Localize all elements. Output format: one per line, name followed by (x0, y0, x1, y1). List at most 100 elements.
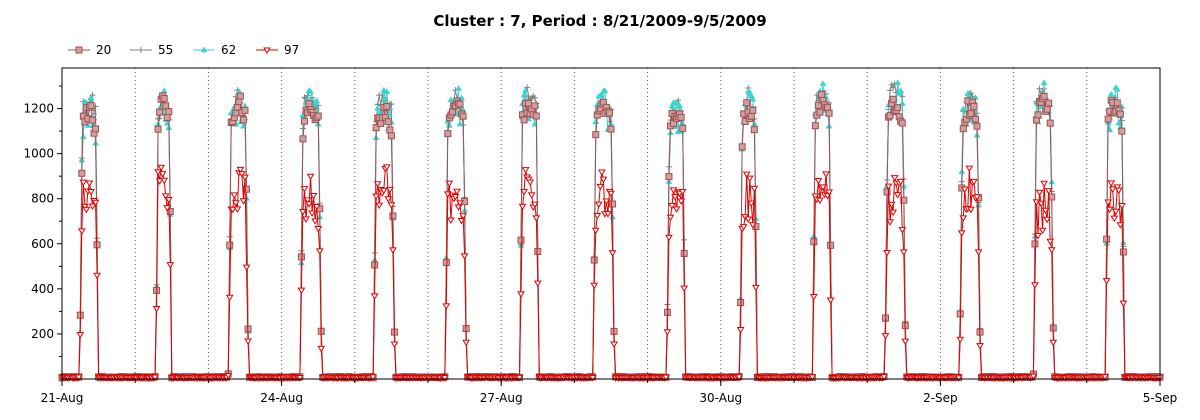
data-point-97 (297, 287, 306, 295)
data-point-97 (453, 188, 461, 196)
data-point-20 (517, 236, 525, 244)
data-point-97 (825, 189, 833, 196)
data-point-97 (662, 374, 670, 382)
data-point-97 (881, 333, 890, 340)
data-point-62 (749, 95, 757, 102)
data-point-20 (1048, 193, 1056, 201)
data-point-97 (976, 343, 984, 350)
data-point-97 (230, 192, 239, 199)
data-point-97 (305, 201, 313, 208)
data-point-97 (518, 203, 527, 211)
data-point-97 (303, 197, 312, 204)
data-point-20 (973, 122, 981, 130)
y-tick-label: 800 (31, 192, 54, 206)
data-point-20 (1043, 105, 1051, 113)
data-point-20 (160, 94, 168, 102)
data-point-97 (1108, 186, 1117, 193)
data-point-20 (970, 102, 978, 110)
data-point-97 (610, 341, 618, 348)
data-point-97 (228, 206, 237, 214)
data-point-20 (299, 135, 307, 143)
data-point-97 (671, 194, 679, 201)
data-point-20 (165, 107, 173, 115)
data-point-97 (814, 177, 823, 185)
data-point-97 (1043, 216, 1052, 224)
data-point-97 (822, 171, 830, 178)
data-point-97 (457, 217, 466, 225)
data-point-97 (608, 250, 617, 257)
legend-marker-97 (263, 47, 271, 54)
x-tick-label: 5-Sep (1143, 391, 1178, 405)
data-point-97 (901, 338, 910, 346)
legend-marker-62 (200, 46, 208, 53)
data-point-20 (386, 126, 394, 134)
data-point-97 (896, 178, 905, 186)
data-point-97 (88, 203, 97, 210)
data-point-20 (747, 112, 755, 120)
data-point-20 (520, 116, 528, 124)
data-point-97 (164, 196, 173, 204)
data-point-97 (308, 210, 316, 217)
data-point-97 (826, 297, 835, 304)
data-point-97 (384, 196, 393, 203)
plot-area (61, 67, 1161, 380)
legend: 20 55 62 97 (68, 43, 299, 57)
data-point-97 (442, 303, 451, 310)
data-point-97 (678, 189, 687, 196)
data-point-20 (305, 100, 313, 108)
data-point-97 (456, 200, 464, 207)
data-point-97 (959, 215, 968, 222)
data-point-62 (819, 80, 827, 87)
data-point-20 (166, 207, 174, 215)
data-point-20 (448, 108, 456, 116)
data-point-97 (1029, 373, 1038, 380)
data-point-62 (673, 99, 681, 105)
data-point-20 (156, 108, 164, 116)
data-point-97 (887, 201, 896, 209)
data-point-97 (970, 178, 978, 186)
data-point-97 (974, 249, 983, 256)
data-point-97 (300, 186, 309, 193)
data-point-97 (79, 179, 88, 187)
data-point-97 (1037, 200, 1045, 208)
data-point-97 (588, 375, 597, 382)
data-point-20 (1104, 115, 1112, 123)
data-point-97 (751, 284, 760, 292)
data-point-97 (440, 375, 449, 382)
data-point-97 (665, 234, 673, 242)
data-point-97 (677, 198, 686, 206)
data-point-20 (1103, 235, 1111, 243)
data-point-20 (665, 173, 673, 181)
data-point-97 (1041, 207, 1050, 215)
data-point-97 (1113, 184, 1122, 191)
data-point-97 (462, 339, 471, 347)
data-point-20 (889, 95, 897, 103)
data-point-97 (597, 169, 606, 176)
data-point-97 (1107, 180, 1116, 187)
data-point-97 (521, 167, 530, 174)
data-point-20 (459, 112, 467, 120)
data-point-55 (899, 93, 906, 100)
data-point-97 (890, 175, 899, 182)
data-point-97 (883, 249, 891, 257)
data-point-20 (824, 103, 832, 111)
y-axis: 200 400 600 800 1000 1200 (23, 85, 62, 357)
data-point-97 (445, 180, 454, 188)
data-point-97 (593, 213, 602, 220)
series-layer (58, 79, 1164, 382)
data-point-97 (459, 213, 467, 220)
y-tick-label: 1000 (23, 147, 54, 161)
data-point-97 (446, 217, 455, 224)
data-point-97 (954, 375, 963, 382)
data-point-97 (1119, 300, 1128, 308)
data-point-97 (238, 171, 246, 178)
data-point-97 (151, 374, 159, 382)
data-point-97 (242, 264, 251, 272)
data-point-97 (1101, 374, 1109, 381)
data-point-97 (735, 374, 743, 381)
data-point-62 (894, 79, 902, 85)
data-point-97 (244, 338, 252, 345)
data-point-20 (590, 256, 598, 264)
data-point-20 (816, 108, 824, 116)
data-point-97 (1111, 208, 1120, 216)
